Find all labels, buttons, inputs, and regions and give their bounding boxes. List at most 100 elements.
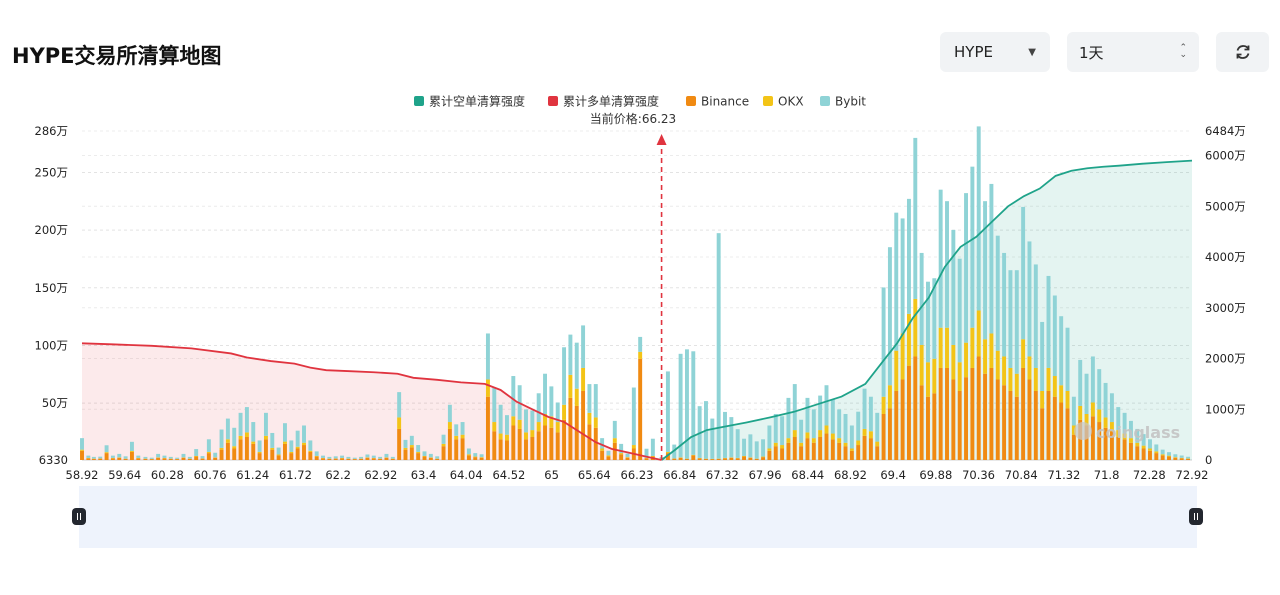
bar-bybit [619, 443, 624, 454]
slider-handle-left[interactable] [72, 508, 86, 525]
bar-binance [390, 458, 395, 460]
bar-binance [321, 458, 325, 460]
bar-binance [913, 356, 918, 460]
bar-bybit [818, 395, 823, 431]
bar-okx [1116, 430, 1121, 437]
bar-bybit [359, 456, 364, 459]
bar-bybit [843, 413, 848, 443]
bar-binance [1097, 422, 1102, 460]
bar-bybit [1078, 359, 1083, 406]
long-cumulative-line [81, 342, 662, 461]
bar-binance [1186, 458, 1191, 460]
bar-okx [995, 350, 1000, 380]
bar-binance [606, 456, 611, 460]
bar-okx [1078, 405, 1083, 420]
bar-bybit [270, 432, 275, 448]
bar-bybit [1173, 454, 1178, 458]
bar-binance [1135, 446, 1140, 460]
bar-okx [1033, 367, 1038, 391]
bar-bybit [175, 457, 180, 459]
bar-bybit [225, 418, 230, 440]
bar-bybit [650, 438, 655, 456]
bar-bybit [1128, 420, 1133, 439]
bar-bybit [684, 349, 689, 459]
x-tick-label: 70.36 [962, 468, 995, 482]
bar-bybit [1103, 382, 1108, 418]
bar-okx [1090, 402, 1095, 417]
bar-okx [251, 441, 256, 444]
bar-bybit [773, 413, 778, 443]
bar-okx [875, 441, 880, 447]
bar-bybit [1135, 428, 1140, 443]
bar-bybit [340, 455, 345, 458]
bar-okx [568, 374, 573, 398]
bar-bybit [989, 183, 994, 334]
bar-bybit [244, 407, 249, 433]
bar-binance [302, 445, 306, 460]
left-tick-label: 100万 [35, 338, 68, 352]
bar-binance [104, 453, 109, 460]
bar-okx [276, 454, 281, 456]
bar-okx [1135, 442, 1140, 447]
grid-lines [82, 130, 1192, 461]
bar-okx [1071, 425, 1076, 435]
bar-bybit [194, 449, 199, 456]
bar-bybit [536, 393, 541, 423]
bar-okx [1097, 409, 1102, 423]
symbol-select[interactable]: HYPE ▼ [940, 32, 1050, 72]
bar-binance [352, 459, 357, 460]
bar-okx [1084, 413, 1089, 426]
bar-binance [792, 436, 797, 460]
x-tick-label: 62.92 [364, 468, 397, 482]
x-tick-label: 67.32 [706, 468, 739, 482]
bar-binance [384, 457, 389, 460]
bar-binance [625, 457, 630, 460]
left-tick-label: 250万 [35, 166, 68, 180]
bar-binance [276, 455, 281, 460]
legend-swatch-0 [414, 96, 424, 106]
bar-binance [1078, 419, 1083, 460]
bar-bybit [187, 456, 192, 459]
bars-group [80, 126, 1191, 460]
bar-okx [1046, 367, 1051, 391]
bar-okx [447, 422, 452, 429]
bar-binance [1167, 456, 1171, 460]
bar-binance [818, 436, 823, 460]
bar-okx [830, 433, 835, 440]
bar-binance [435, 458, 440, 460]
caret-down-icon: ▼ [1028, 46, 1036, 58]
period-select[interactable]: 1天 ⌃ ⌄ [1067, 32, 1199, 72]
bar-bybit [1027, 241, 1032, 357]
bar-bybit [543, 373, 547, 414]
refresh-button[interactable] [1216, 32, 1269, 72]
bar-okx [945, 327, 949, 368]
current-price-arrow [656, 134, 667, 145]
bar-binance [773, 446, 778, 460]
bar-okx [466, 454, 471, 456]
bar-binance [945, 367, 949, 460]
left-tick-label: 6330 [39, 453, 68, 467]
slider-handle-right[interactable] [1189, 508, 1203, 525]
x-tick-label: 67.96 [749, 468, 782, 482]
bar-okx [308, 450, 313, 452]
bar-okx [818, 430, 823, 437]
bar-okx [792, 430, 797, 437]
bar-binance [289, 453, 294, 460]
bar-okx [302, 442, 306, 446]
bar-bybit [792, 384, 797, 431]
bar-binance [473, 457, 478, 460]
x-tick-label: 60.28 [151, 468, 184, 482]
bar-okx [786, 438, 791, 443]
bar-okx [951, 344, 956, 380]
bar-okx [938, 327, 943, 368]
bar-okx [799, 442, 804, 447]
short-cumulative-line [661, 159, 1193, 461]
bar-okx [964, 342, 969, 378]
bar-binance [983, 373, 988, 460]
bar-bybit [123, 456, 128, 459]
bar-bybit [881, 287, 886, 397]
period-select-value: 1天 [1079, 43, 1104, 62]
x-tick-label: 69.88 [919, 468, 952, 482]
range-slider[interactable] [72, 486, 1203, 548]
bar-binance [422, 456, 427, 460]
